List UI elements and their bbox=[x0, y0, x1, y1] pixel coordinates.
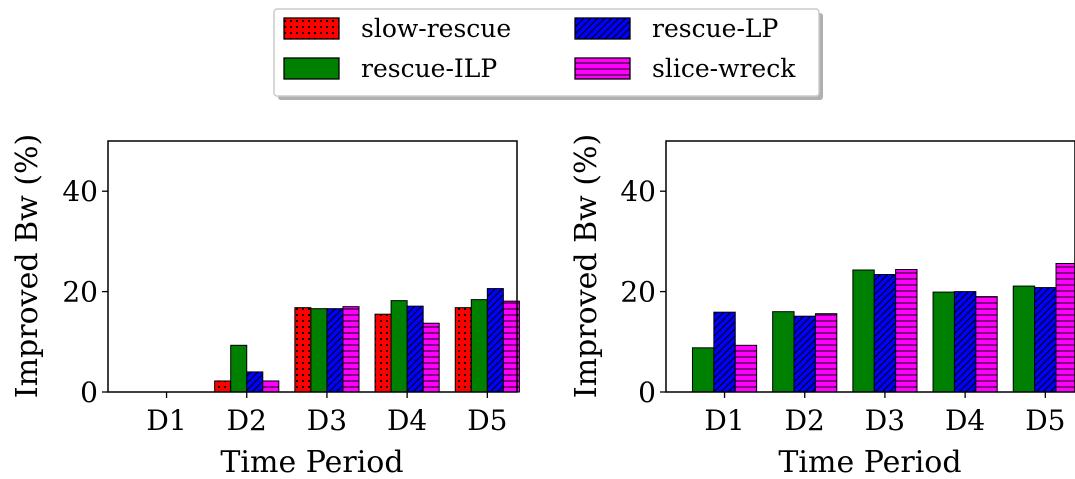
y-tick-label-40: 40 bbox=[620, 175, 656, 208]
y-axis-label-left: Improved Bw (%) bbox=[10, 134, 45, 399]
y-tick-label-20: 20 bbox=[62, 276, 98, 309]
bar-slice-wreck-d2 bbox=[814, 313, 838, 393]
x-tick-label-d4: D4 bbox=[387, 404, 427, 437]
legend-swatch-rescue-ILP bbox=[283, 57, 340, 80]
bar-slice-wreck-d4 bbox=[422, 322, 440, 393]
bar-rescue-ILP-d1 bbox=[691, 347, 715, 393]
plot-frame-left bbox=[107, 140, 518, 393]
bar-slow-rescue-d3 bbox=[294, 307, 312, 393]
y-ticks-right: 0 20 40 bbox=[620, 175, 666, 409]
bar-rescue-LP-d5 bbox=[486, 288, 504, 393]
bar-rescue-ILP-d3 bbox=[852, 269, 875, 393]
bar-rescue-ILP-d4 bbox=[932, 291, 955, 393]
y-tick-label-40: 40 bbox=[62, 175, 98, 208]
bar-rescue-ILP-d4 bbox=[390, 300, 408, 393]
bar-rescue-ILP-d5 bbox=[470, 299, 488, 393]
bar-rescue-ILP-d2 bbox=[230, 344, 248, 393]
x-tick-label-d3: D3 bbox=[865, 404, 905, 437]
y-tick-label-0: 0 bbox=[638, 376, 656, 409]
legend-swatch-slow-rescue bbox=[283, 17, 340, 40]
x-ticks-right: D1 D2 D3 D4 D5 bbox=[704, 392, 1065, 437]
bar-rescue-LP-d1 bbox=[713, 311, 736, 393]
bar-rescue-LP-d4 bbox=[953, 291, 977, 393]
bar-rescue-LP-d3 bbox=[326, 308, 344, 393]
bar-slice-wreck-d2 bbox=[262, 380, 280, 393]
legend-label-rescue-ILP: rescue-ILP bbox=[361, 54, 497, 83]
bar-slow-rescue-d5 bbox=[454, 307, 472, 393]
x-tick-label-d5: D5 bbox=[1025, 404, 1065, 437]
legend-label-rescue-LP: rescue-LP bbox=[652, 14, 778, 43]
bar-slice-wreck-d5 bbox=[1055, 262, 1075, 393]
bar-rescue-LP-d2 bbox=[246, 371, 264, 393]
bar-rescue-LP-d3 bbox=[873, 274, 897, 393]
x-tick-label-d1: D1 bbox=[704, 404, 744, 437]
x-tick-label-d2: D2 bbox=[785, 404, 825, 437]
x-axis-label-right: Time Period bbox=[778, 445, 961, 479]
bar-slice-wreck-d4 bbox=[975, 296, 998, 393]
x-tick-label-d1: D1 bbox=[146, 404, 186, 437]
y-tick-label-0: 0 bbox=[80, 376, 98, 409]
plot-frame-right bbox=[665, 140, 1075, 393]
chart-left: 0 20 40 D1 D2 D3 D4 D5 Improved Bw (%) Time Pe… bbox=[10, 134, 520, 479]
chart-right: 0 20 40 D1 D2 D3 D4 D5 Improved Bw (%) Time Pe… bbox=[569, 134, 1075, 479]
bar-rescue-LP-d4 bbox=[406, 305, 424, 393]
bar-rescue-ILP-d3 bbox=[310, 308, 328, 393]
legend-frame bbox=[273, 8, 820, 97]
bar-rescue-ILP-d2 bbox=[772, 311, 795, 393]
bar-slow-rescue-d2 bbox=[214, 380, 232, 393]
x-tick-label-d4: D4 bbox=[945, 404, 985, 437]
bar-slice-wreck-d1 bbox=[734, 344, 758, 393]
legend-label-slice-wreck: slice-wreck bbox=[652, 54, 796, 83]
y-axis-label-right: Improved Bw (%) bbox=[569, 134, 604, 399]
x-ticks-left: D1 D2 D3 D4 D5 bbox=[146, 392, 507, 437]
bar-slice-wreck-d3 bbox=[342, 306, 360, 393]
legend: slow-rescue rescue-LP rescue-ILP slice-wrec… bbox=[273, 8, 823, 100]
bar-rescue-LP-d5 bbox=[1034, 287, 1057, 393]
legend-swatch-rescue-LP bbox=[574, 17, 631, 40]
bar-rescue-ILP-d5 bbox=[1012, 285, 1036, 393]
bar-slice-wreck-d3 bbox=[895, 269, 918, 393]
legend-swatch-slice-wreck bbox=[574, 57, 631, 80]
legend-label-slow-rescue: slow-rescue bbox=[361, 14, 511, 43]
bars-left bbox=[214, 288, 520, 393]
x-axis-label-left: Time Period bbox=[220, 445, 403, 479]
bars-right bbox=[691, 262, 1075, 393]
y-tick-label-20: 20 bbox=[620, 276, 656, 309]
y-ticks-left: 0 20 40 bbox=[62, 175, 108, 409]
bar-slow-rescue-d4 bbox=[374, 313, 392, 393]
x-tick-label-d2: D2 bbox=[227, 404, 267, 437]
x-tick-label-d5: D5 bbox=[467, 404, 507, 437]
x-tick-label-d3: D3 bbox=[307, 404, 347, 437]
bar-rescue-LP-d2 bbox=[793, 315, 816, 393]
